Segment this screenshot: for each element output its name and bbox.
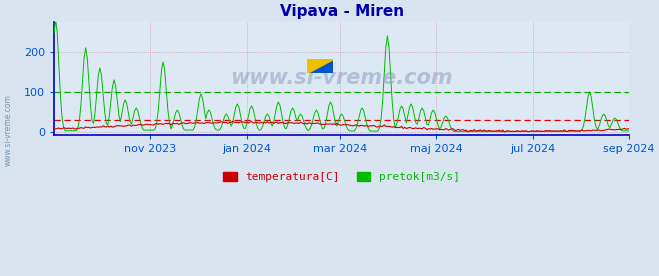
Legend: temperatura[C], pretok[m3/s]: temperatura[C], pretok[m3/s] xyxy=(219,167,465,187)
Text: www.si-vreme.com: www.si-vreme.com xyxy=(230,68,453,89)
Title: Vipava - Miren: Vipava - Miren xyxy=(279,4,404,19)
Text: www.si-vreme.com: www.si-vreme.com xyxy=(4,94,13,166)
